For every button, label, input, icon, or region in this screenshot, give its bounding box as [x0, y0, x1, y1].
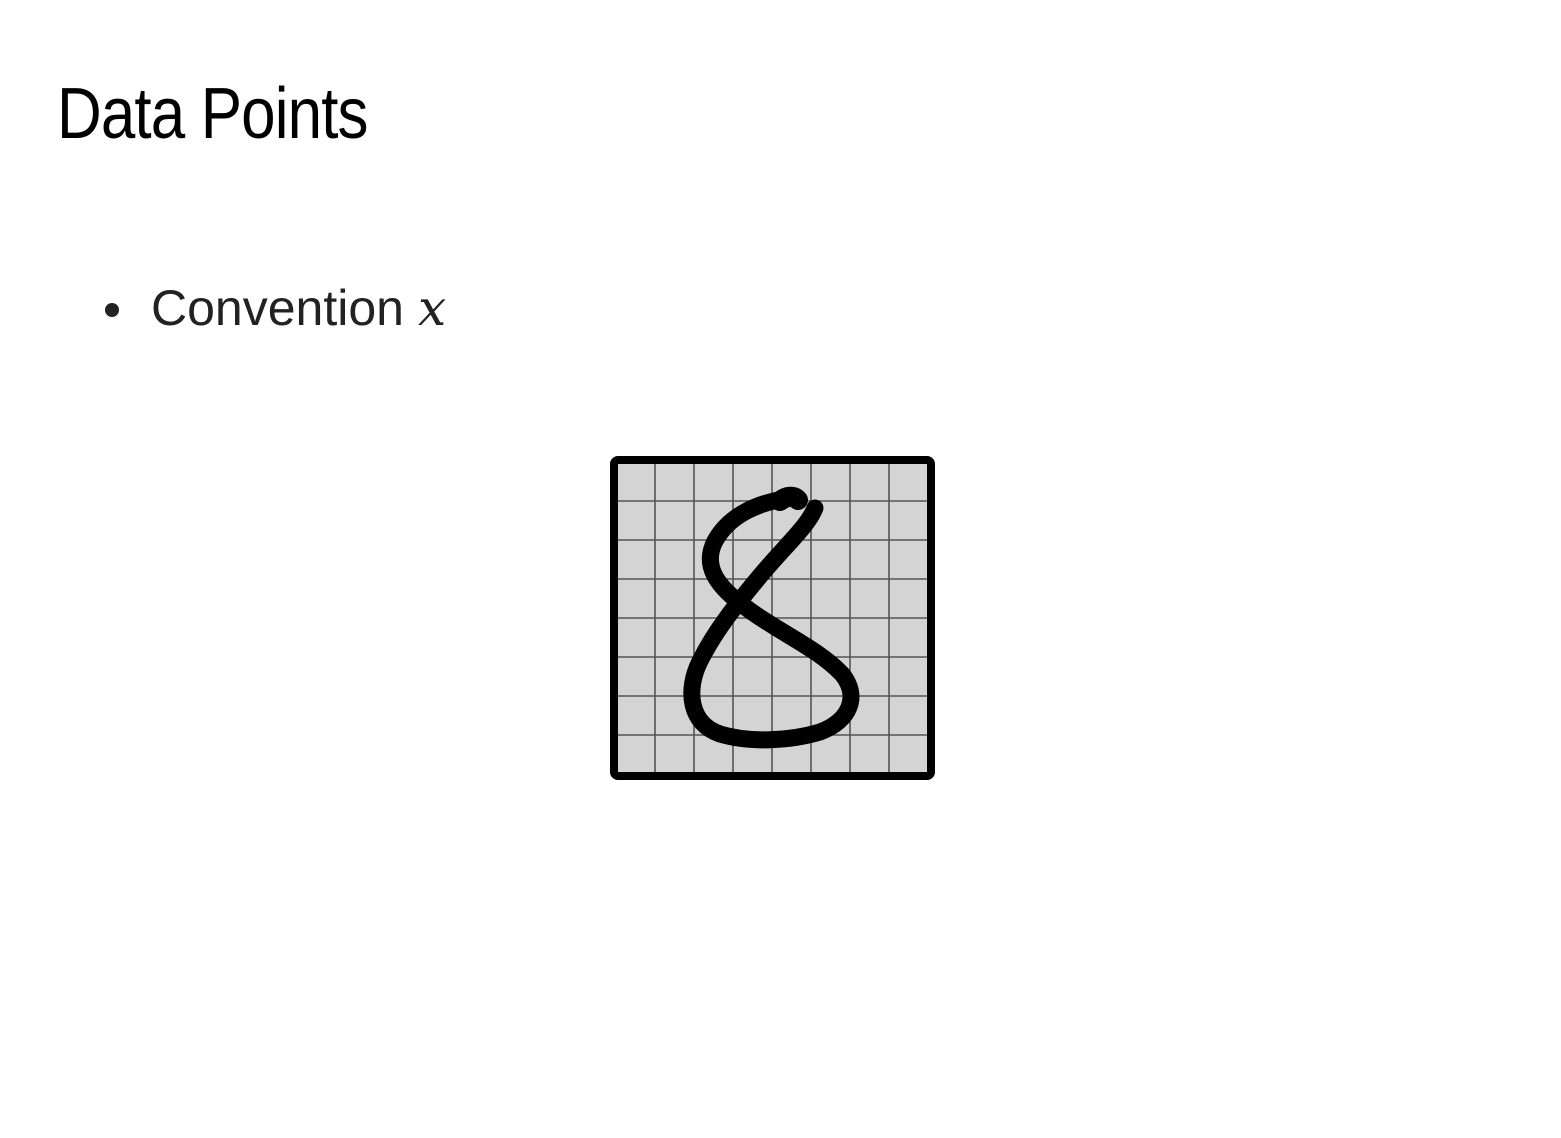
digit-image-figure: [610, 456, 935, 780]
bullet-dot-icon: [105, 303, 119, 317]
bullet-item: Convention x: [105, 278, 446, 338]
bullet-list: Convention x: [105, 278, 446, 338]
handwritten-digit-8-icon: [683, 486, 860, 749]
math-variable: x: [417, 279, 447, 337]
slide-title: Data Points: [57, 74, 368, 154]
bullet-text: Convention: [151, 280, 404, 336]
grid-border: [610, 456, 935, 780]
